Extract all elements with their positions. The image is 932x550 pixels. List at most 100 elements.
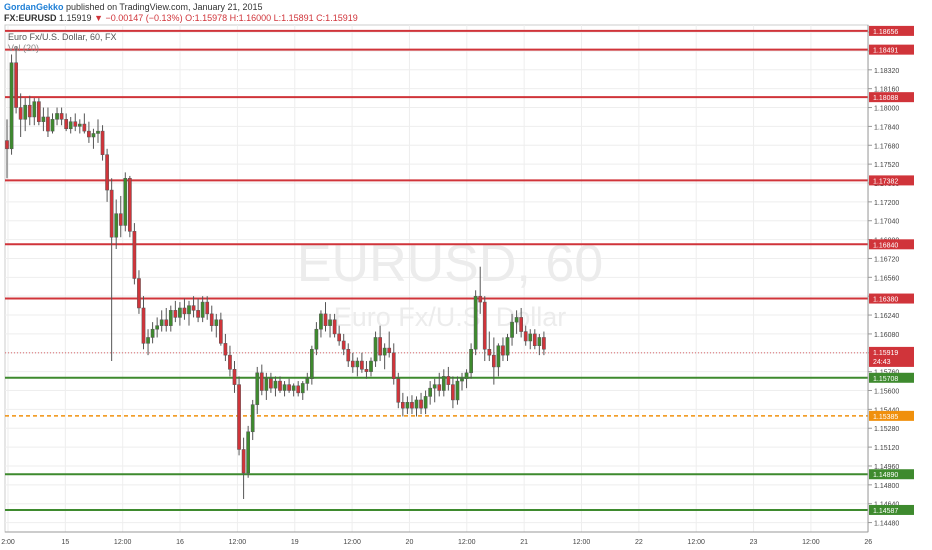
candle-body: [64, 119, 69, 130]
candle-body: [423, 396, 428, 409]
last-price-tag: [869, 346, 914, 367]
y-tick-label: 1.16240: [874, 313, 899, 320]
grid-lines: [4, 24, 869, 533]
candle-body: [369, 360, 373, 372]
candle-body: [37, 101, 41, 122]
candle-body: [473, 295, 478, 350]
level-price-label: 1.15385: [873, 414, 898, 421]
y-tick-label: 1.18320: [874, 68, 899, 75]
candle-body: [187, 305, 191, 315]
candle-body: [173, 310, 178, 318]
x-tick-label: 12:00: [114, 539, 132, 546]
candle-body: [446, 376, 451, 385]
candle-body: [9, 62, 14, 150]
price-labels: 1.18656 1.18491 1.18088 1.17382 1.16840 1.163…: [869, 25, 914, 515]
level-price-label: 1.14890: [873, 472, 898, 479]
candle-body: [405, 402, 410, 409]
level-price-tag: [869, 92, 914, 103]
candle-body: [164, 319, 169, 326]
candle-body: [401, 402, 405, 409]
level-price-tag: [869, 372, 914, 383]
level-price-tag: [869, 44, 914, 55]
chart-title: Euro Fx/U.S. Dollar, 60, FX: [8, 32, 117, 42]
candle-body: [41, 116, 46, 122]
candle-body: [314, 328, 319, 350]
candle-body: [50, 119, 55, 132]
symbol-name[interactable]: FX:EURUSD: [4, 13, 57, 23]
candle-body: [250, 404, 255, 433]
candle-body: [182, 307, 187, 315]
candle-body: [441, 376, 446, 391]
x-tick-label: 12:00: [458, 539, 476, 546]
candle-body: [487, 348, 492, 356]
price-chart[interactable]: EURUSD, 60 Euro Fx/U.S. Dollar 1.14480 1.…: [0, 24, 932, 550]
candle-body: [532, 333, 537, 346]
candle-body: [496, 345, 501, 368]
candle-body: [209, 313, 214, 326]
candle-body: [27, 104, 32, 118]
candle-body: [109, 189, 114, 238]
candle-body: [346, 348, 351, 362]
level-price-tag: [869, 239, 914, 250]
candle-body: [159, 319, 164, 326]
candle-body: [469, 348, 473, 374]
candle-body: [428, 387, 432, 397]
candle-body: [223, 343, 228, 356]
last-price-label: 1.15919: [873, 350, 898, 357]
candle-body: [396, 378, 401, 403]
candle-body: [59, 113, 64, 120]
level-price-label: 1.18491: [873, 48, 898, 55]
candle-body: [105, 154, 109, 191]
x-tick-label: 20: [406, 539, 414, 546]
y-tick-label: 1.18160: [874, 87, 899, 94]
candle-body: [296, 385, 301, 394]
candle-body: [519, 317, 523, 332]
x-tick-label: 21: [520, 539, 528, 546]
level-price-tag: [869, 25, 914, 36]
candle-body: [32, 101, 37, 118]
x-tick-label: 12:00: [802, 539, 820, 546]
candle-body: [355, 360, 360, 368]
level-price-tag: [869, 504, 914, 515]
candle-body: [128, 178, 132, 232]
candle-body: [228, 354, 232, 370]
chart-legend: Euro Fx/U.S. Dollar, 60, FX Vol (20): [8, 32, 117, 53]
level-price-tag: [869, 293, 914, 304]
candle-body: [460, 378, 464, 382]
candle-body: [114, 213, 119, 238]
level-price-tag: [869, 175, 914, 186]
candle-body: [246, 431, 251, 474]
y-tick-label: 1.18000: [874, 106, 899, 113]
watermark-name: Euro Fx/U.S. Dollar: [334, 302, 567, 332]
candle-body: [492, 354, 496, 368]
candle-body: [328, 319, 332, 326]
x-tick-label: 19: [291, 539, 299, 546]
candle-body: [77, 123, 82, 127]
candle-body: [451, 384, 455, 401]
candle-body: [364, 369, 369, 372]
candle-body: [337, 333, 341, 342]
candle-body: [191, 305, 196, 311]
candle-body: [237, 384, 241, 450]
candle-body: [118, 213, 123, 226]
y-tick-label: 1.17520: [874, 162, 899, 169]
candle-body: [255, 372, 260, 405]
y-tick-label: 1.17040: [874, 219, 899, 226]
symbol-watermark: EURUSD, 60 Euro Fx/U.S. Dollar: [297, 235, 603, 332]
volume-label: Vol (20): [8, 43, 39, 53]
candle-body: [528, 333, 533, 342]
candle-body: [378, 337, 382, 356]
candle-body: [55, 113, 59, 120]
candle-body: [178, 307, 182, 318]
candle-body: [350, 360, 355, 368]
candle-body: [464, 372, 469, 379]
candle-body: [382, 347, 387, 356]
candle-body: [501, 345, 505, 356]
candle-body: [391, 352, 396, 379]
candle-body: [510, 321, 514, 338]
candle-body: [269, 378, 273, 389]
x-tick-label: 12:00: [229, 539, 247, 546]
candlestick-series: [5, 46, 546, 499]
x-tick-label: 22: [635, 539, 643, 546]
author-link[interactable]: GordanGekko: [4, 2, 64, 12]
